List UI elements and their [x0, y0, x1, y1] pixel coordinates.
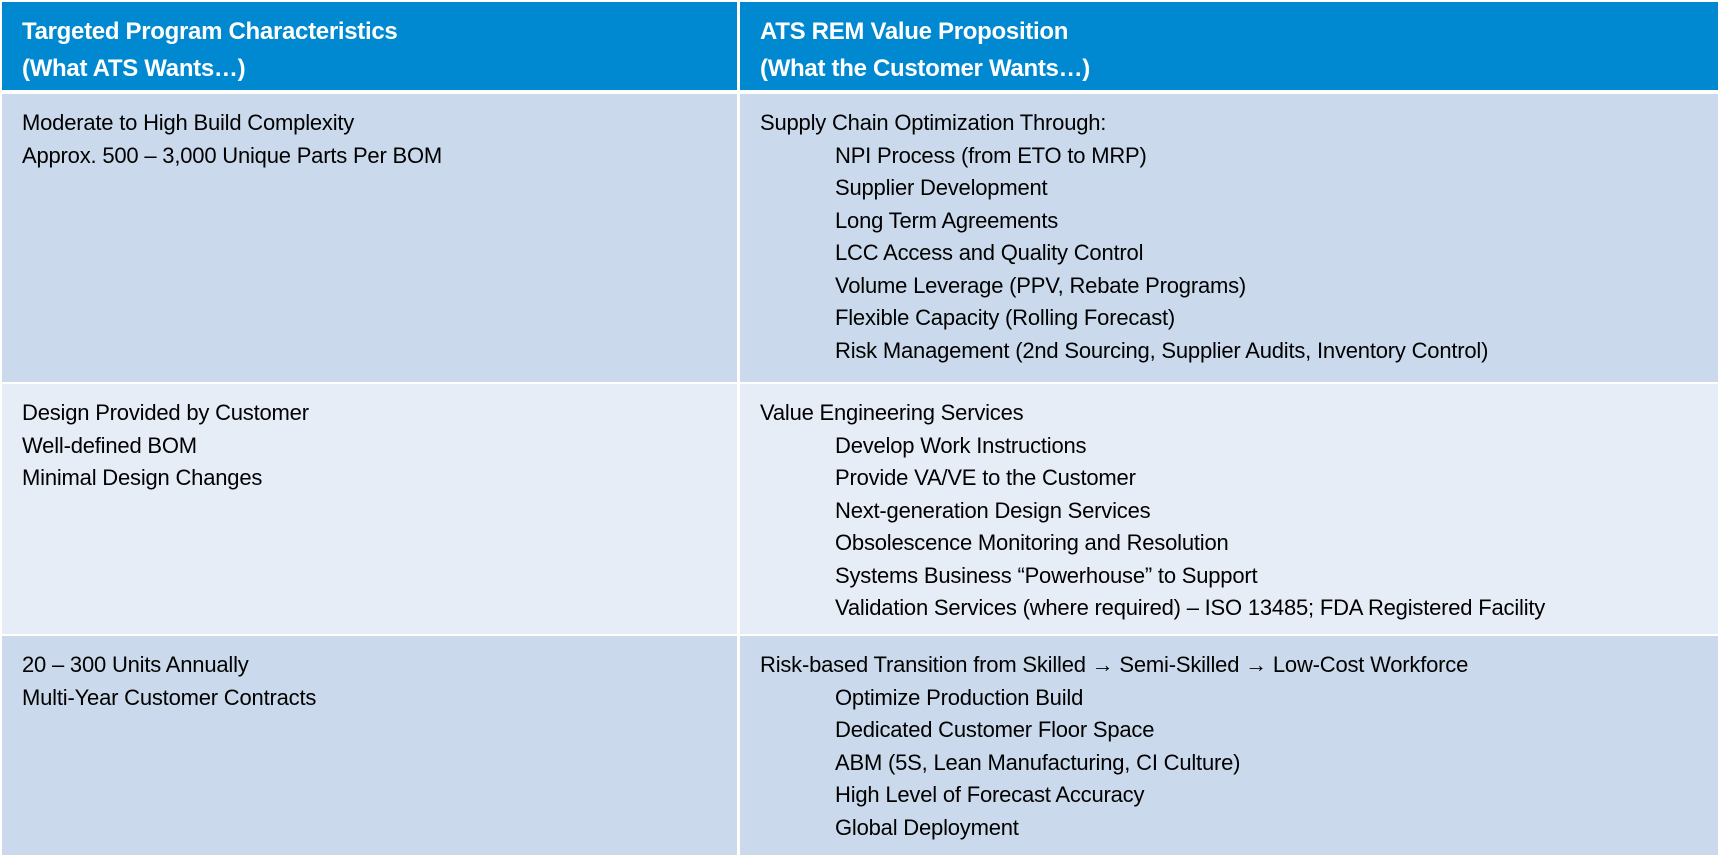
- header-right: ATS REM Value Proposition (What the Cust…: [740, 2, 1718, 94]
- value-item: Supplier Development: [835, 175, 1048, 200]
- value-item: NPI Process (from ETO to MRP): [835, 142, 1147, 168]
- value-item: Long Term Agreements: [835, 207, 1059, 233]
- value-title: Risk-based Transition from Skilled → Sem…: [760, 652, 1469, 677]
- value-title: Value Engineering Services: [760, 400, 1024, 425]
- value-title: Supply Chain Optimization Through:: [760, 110, 1107, 135]
- header-left-title: Targeted Program Characteristics: [22, 18, 398, 45]
- header-left: Targeted Program Characteristics (What A…: [2, 2, 737, 94]
- value-item: Global Deployment: [835, 814, 1019, 840]
- characteristic: Multi-Year Customer Contracts: [22, 684, 317, 710]
- characteristic: Moderate to High Build Complexity: [22, 110, 355, 135]
- value-item: Provide VA/VE to the Customer: [835, 465, 1136, 490]
- value-item: Systems Business “Powerhouse” to Support: [835, 562, 1258, 588]
- row-3-characteristics: 20 – 300 Units Annually Multi-Year Custo…: [2, 636, 737, 855]
- row-1-value-proposition: Supply Chain Optimization Through: NPI P…: [740, 94, 1718, 384]
- value-item: Validation Services (where required) – I…: [835, 595, 1546, 620]
- value-item: LCC Access and Quality Control: [835, 240, 1144, 265]
- value-item: Obsolescence Monitoring and Resolution: [835, 530, 1229, 555]
- row-3-value-proposition: Risk-based Transition from Skilled → Sem…: [740, 636, 1718, 855]
- value-item: Flexible Capacity (Rolling Forecast): [835, 305, 1176, 330]
- value-item: ABM (5S, Lean Manufacturing, CI Culture): [835, 749, 1241, 775]
- value-item: Risk Management (2nd Sourcing, Supplier …: [835, 337, 1489, 363]
- characteristic: Minimal Design Changes: [22, 465, 263, 490]
- characteristic: 20 – 300 Units Annually: [22, 652, 249, 677]
- header-left-subtitle: (What ATS Wants…): [22, 55, 246, 82]
- characteristic: Design Provided by Customer: [22, 400, 309, 425]
- value-item: Next-generation Design Services: [835, 497, 1151, 523]
- value-item: High Level of Forecast Accuracy: [835, 782, 1145, 807]
- row-1-characteristics: Moderate to High Build Complexity Approx…: [2, 94, 737, 384]
- row-2-characteristics: Design Provided by Customer Well-defined…: [2, 384, 737, 636]
- value-item: Optimize Production Build: [835, 684, 1084, 710]
- characteristic: Well-defined BOM: [22, 432, 197, 458]
- row-2-value-proposition: Value Engineering Services Develop Work …: [740, 384, 1718, 636]
- value-item: Volume Leverage (PPV, Rebate Programs): [835, 272, 1247, 298]
- header-right-subtitle: (What the Customer Wants…): [760, 55, 1090, 82]
- value-item: Develop Work Instructions: [835, 432, 1087, 458]
- characteristic: Approx. 500 – 3,000 Unique Parts Per BOM: [22, 142, 443, 168]
- value-item: Dedicated Customer Floor Space: [835, 717, 1155, 742]
- header-right-title: ATS REM Value Proposition: [760, 18, 1069, 45]
